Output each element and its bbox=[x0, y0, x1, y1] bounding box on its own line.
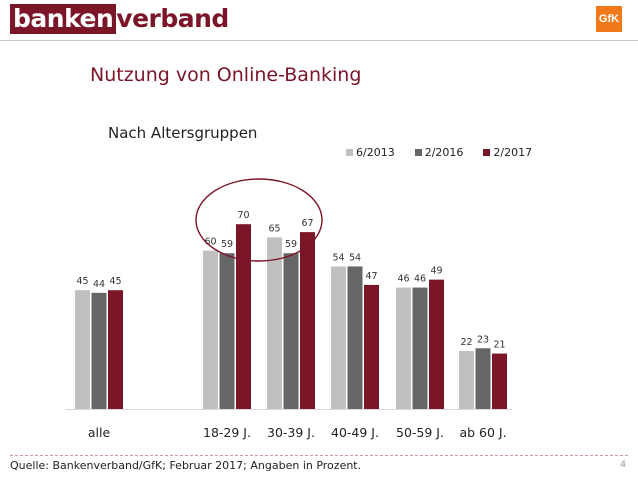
bar bbox=[75, 290, 90, 409]
bar bbox=[429, 279, 444, 409]
data-label: 67 bbox=[301, 218, 313, 229]
data-label: 21 bbox=[493, 340, 505, 351]
category-label: 40-49 J. bbox=[331, 425, 379, 440]
bar bbox=[347, 266, 363, 409]
bar bbox=[108, 290, 123, 409]
highlight-ellipse bbox=[195, 178, 323, 262]
bar bbox=[203, 250, 218, 409]
bar bbox=[364, 284, 379, 409]
category-label: 30-39 J. bbox=[267, 425, 315, 440]
legend-label: 2/2017 bbox=[493, 146, 533, 159]
bar bbox=[91, 292, 107, 409]
bar bbox=[267, 237, 282, 409]
category-label: 18-29 J. bbox=[203, 425, 251, 440]
data-label: 46 bbox=[414, 274, 426, 285]
legend-item: 6/2013 bbox=[346, 146, 395, 159]
data-label: 47 bbox=[365, 271, 377, 282]
chart-title: Nach Altersgruppen bbox=[108, 124, 258, 142]
data-label: 54 bbox=[332, 252, 344, 263]
chart-legend: 6/2013 2/2016 2/2017 bbox=[346, 146, 552, 159]
bar bbox=[236, 224, 251, 409]
bar bbox=[283, 253, 299, 409]
bar bbox=[396, 287, 411, 409]
data-label: 46 bbox=[397, 274, 409, 285]
bar bbox=[492, 353, 507, 409]
data-label: 44 bbox=[93, 279, 105, 290]
data-label: 54 bbox=[349, 252, 361, 263]
data-label: 45 bbox=[76, 276, 88, 287]
legend-swatch bbox=[483, 149, 491, 156]
bar bbox=[475, 348, 491, 409]
bar bbox=[412, 287, 428, 409]
data-label: 49 bbox=[430, 266, 442, 277]
legend-swatch bbox=[414, 149, 422, 156]
category-label: 50-59 J. bbox=[396, 425, 444, 440]
data-label: 65 bbox=[268, 223, 280, 234]
legend-item: 2/2016 bbox=[414, 146, 464, 159]
bar bbox=[219, 253, 235, 409]
data-label: 70 bbox=[237, 210, 249, 221]
bar bbox=[459, 350, 474, 409]
legend-item: 2/2017 bbox=[483, 146, 532, 159]
data-label: 45 bbox=[109, 276, 121, 287]
logo-highlight-text: banken bbox=[10, 4, 117, 34]
category-label: ab 60 J. bbox=[459, 425, 506, 440]
bankenverband-logo: banken verband bbox=[10, 2, 229, 34]
bar bbox=[331, 266, 346, 409]
category-label: alle bbox=[88, 425, 111, 440]
data-label: 60 bbox=[204, 237, 216, 248]
page-title: Nutzung von Online-Banking bbox=[90, 64, 362, 86]
footer-divider bbox=[10, 455, 628, 456]
data-label: 59 bbox=[285, 239, 297, 250]
source-note: Quelle: Bankenverband/GfK; Februar 2017;… bbox=[10, 459, 362, 472]
bar bbox=[300, 232, 315, 409]
data-label: 59 bbox=[221, 239, 233, 250]
gfk-logo: GfK bbox=[596, 6, 622, 32]
data-label: 23 bbox=[477, 334, 489, 345]
header-divider bbox=[0, 40, 638, 41]
logo-rest-text: verband bbox=[116, 4, 229, 33]
legend-swatch bbox=[346, 149, 353, 156]
data-label: 22 bbox=[460, 337, 472, 348]
legend-label: 2/2016 bbox=[424, 146, 464, 159]
legend-label: 6/2013 bbox=[356, 146, 395, 159]
page-number: 4 bbox=[620, 460, 626, 470]
